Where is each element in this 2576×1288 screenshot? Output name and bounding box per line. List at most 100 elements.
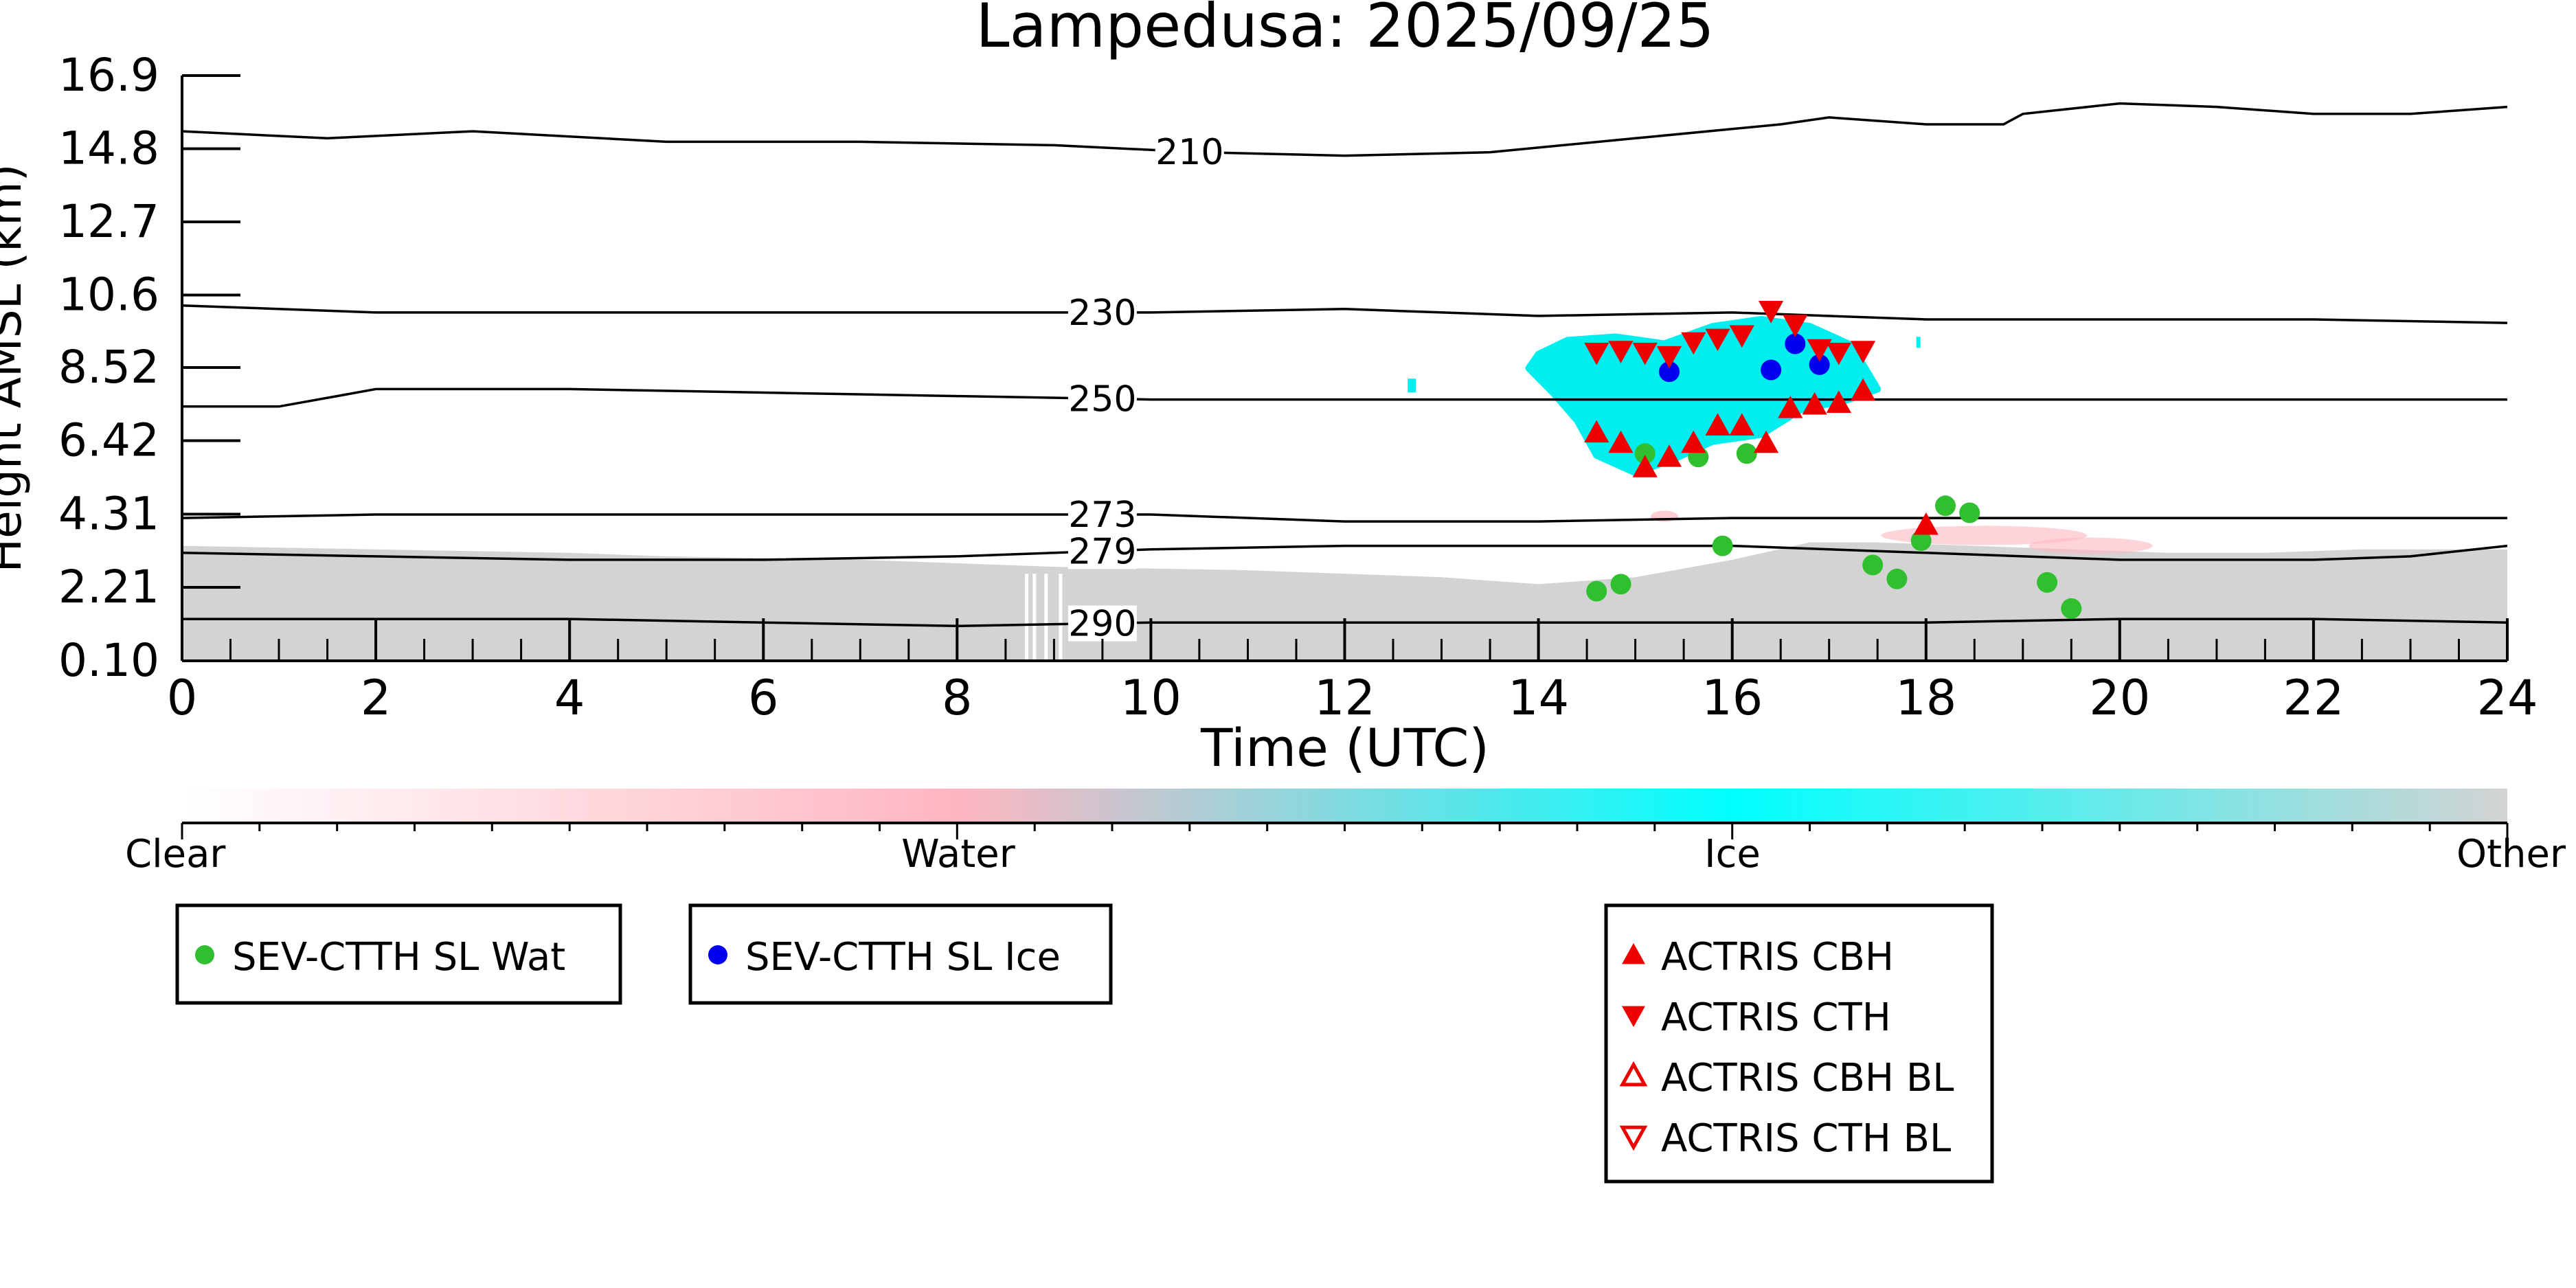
series-2-point-4 [1681, 430, 1706, 453]
y-tick-label: 12.7 [58, 195, 159, 248]
legend-marker-5 [1619, 1125, 1648, 1151]
series-0-point-8 [1910, 530, 1932, 551]
series-0-point-7 [1886, 568, 1908, 589]
legend-marker-2 [1622, 942, 1645, 964]
contour-label-250: 250 [1068, 379, 1136, 420]
legend-label: ACTRIS CTH [1661, 995, 1891, 1040]
legend-sev-wat: SEV-CTTH SL Wat [175, 903, 622, 1005]
series-3-point-7 [1758, 301, 1784, 324]
series-3-point-6 [1729, 325, 1754, 348]
series-2-point-6 [1729, 413, 1754, 436]
contour-label-273: 273 [1068, 495, 1136, 536]
contour-label-background [1155, 133, 1224, 170]
x-tick-label: 0 [167, 670, 198, 726]
contour-label-background [1067, 381, 1137, 417]
legend-label: ACTRIS CBH BL [1661, 1056, 1954, 1100]
x-tick-label: 16 [1702, 670, 1763, 726]
legends: SEV-CTTH SL Wat SEV-CTTH SL Ice ACTRIS CBH… [175, 903, 1994, 1184]
series-3-point-3 [1656, 346, 1682, 369]
legend-label: ACTRIS CTH BL [1661, 1116, 1951, 1161]
data-gap [1025, 574, 1029, 661]
contour-label-background [1067, 497, 1137, 532]
ice-class-region [1916, 337, 1921, 348]
ice-class-region [1408, 379, 1416, 393]
legend-label: ACTRIS CBH [1661, 935, 1894, 980]
contour-label-230: 230 [1068, 293, 1136, 334]
series-2-point-10 [1826, 390, 1851, 413]
legend-frame [688, 903, 1113, 1005]
legend-marker-1 [708, 945, 727, 964]
x-tick-label: 22 [2283, 670, 2344, 726]
series-3-point-4 [1681, 332, 1706, 355]
colorbar-label-other: Other [2456, 832, 2566, 877]
y-tick-label: 2.21 [58, 561, 159, 613]
contour-label-background [1067, 605, 1137, 642]
series-0-point-5 [1736, 443, 1757, 464]
series-3-point-1 [1608, 341, 1634, 363]
x-tick-label: 8 [942, 670, 973, 726]
series-1-point-3 [1809, 354, 1830, 375]
series-2-point-1 [1608, 430, 1634, 453]
series-3-point-10 [1826, 342, 1851, 365]
series-1-point-2 [1785, 333, 1806, 354]
series-0-point-9 [1935, 495, 1956, 517]
series-2-point-5 [1705, 413, 1730, 436]
contour-line-210 [181, 102, 2508, 157]
series-3-point-2 [1632, 342, 1658, 365]
x-tick-label: 24 [2476, 670, 2538, 726]
x-tick-label: 10 [1120, 670, 1182, 726]
x-tick-label: 18 [1895, 670, 1956, 726]
x-tick-label: 14 [1508, 670, 1569, 726]
data-gap [1044, 574, 1048, 661]
series-2-point-11 [1850, 378, 1876, 401]
series-3-point-0 [1584, 342, 1609, 365]
series-3-point-9 [1807, 339, 1832, 362]
contour-line-250 [182, 387, 2507, 408]
y-tick-label: 4.31 [58, 488, 159, 541]
series-1-point-1 [1761, 359, 1782, 381]
series-2-point-9 [1802, 392, 1827, 415]
y-axis-label: Height AMSL (km) [0, 164, 32, 573]
data-gap [1059, 574, 1063, 661]
x-tick-label: 6 [748, 670, 779, 726]
series-3-point-11 [1850, 341, 1876, 363]
legend-marker-4 [1619, 1061, 1648, 1087]
legend-frame [1604, 903, 1994, 1184]
series-0-point-6 [1862, 554, 1884, 576]
contour-label-290: 290 [1068, 604, 1136, 645]
x-axis-label: Time (UTC) [1200, 717, 1489, 778]
series-2-point-7 [1753, 430, 1779, 453]
x-tick-label: 12 [1314, 670, 1375, 726]
series-2-point-12 [1913, 512, 1939, 535]
y-tick-label: 6.42 [58, 414, 159, 467]
series-0-point-2 [1634, 443, 1656, 464]
cloud-classification-field [182, 316, 2507, 661]
colorbar-label-water: Water [901, 832, 1016, 877]
legend-marker-3 [1622, 1006, 1645, 1028]
y-tick-label: 14.8 [58, 122, 159, 175]
x-tick-label: 4 [554, 670, 585, 726]
series-2-point-0 [1584, 420, 1609, 443]
y-tick-label: 8.52 [58, 341, 159, 394]
chart-title: Lampedusa: 2025/09/25 [976, 0, 1715, 61]
series-3-point-8 [1783, 315, 1808, 337]
contour-line-279 [181, 544, 2508, 561]
contour-label-background [1067, 294, 1137, 330]
series-0-point-4 [1712, 535, 1733, 556]
legend-sev-ice: SEV-CTTH SL Ice [688, 903, 1113, 1005]
colorbar-label-clear: Clear [125, 832, 226, 877]
legend-marker-0 [195, 945, 214, 964]
y-tick-label: 10.6 [58, 269, 159, 321]
series-2-point-2 [1632, 455, 1658, 477]
contour-label-background [1067, 533, 1137, 569]
contour-line-230 [181, 304, 2508, 324]
legend-frame [175, 903, 622, 1005]
series-0-point-11 [2037, 572, 2058, 593]
legend-label: SEV-CTTH SL Wat [232, 935, 565, 980]
series-2-point-3 [1656, 444, 1682, 467]
series-1-point-0 [1659, 361, 1680, 383]
data-gap [1032, 574, 1037, 661]
